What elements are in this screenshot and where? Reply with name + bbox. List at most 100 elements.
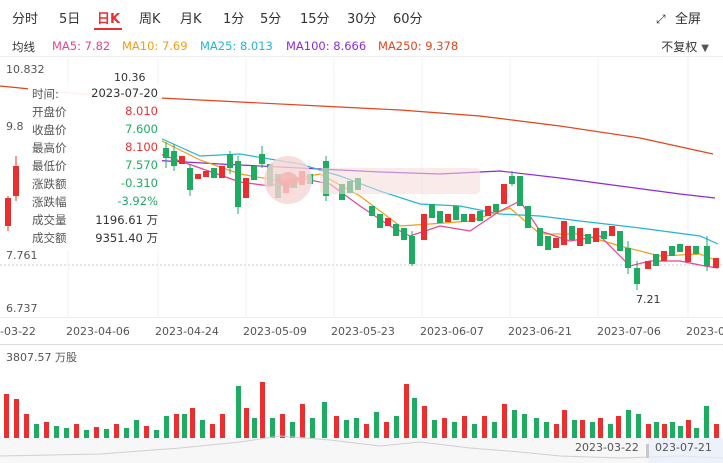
volume-bar xyxy=(482,416,487,438)
tooltip-value: 8.010 xyxy=(125,104,158,118)
candle xyxy=(355,178,361,190)
tooltip-value: -3.92% xyxy=(117,194,158,208)
navigator-selection[interactable] xyxy=(648,438,723,463)
ma25-line xyxy=(159,137,719,245)
volume-bar xyxy=(104,429,109,438)
tooltip-value: 8.100 xyxy=(125,140,158,154)
candle xyxy=(267,164,273,186)
volume-bar xyxy=(580,420,585,438)
volume-bar xyxy=(84,430,89,438)
volume-bar xyxy=(404,384,409,438)
tooltip-row-volume: 成交量 1196.61 万 xyxy=(32,212,158,230)
tab-1min[interactable]: 1分 xyxy=(223,12,245,27)
volume-bar xyxy=(124,428,129,438)
volume-bar xyxy=(616,416,621,438)
volume-bar xyxy=(714,424,719,438)
volume-bar xyxy=(432,420,437,438)
candle xyxy=(13,166,19,196)
price-low-label: 6.737 xyxy=(6,302,38,315)
volume-bars xyxy=(4,382,719,438)
candle xyxy=(393,224,399,236)
tab-60min[interactable]: 60分 xyxy=(393,12,423,27)
tab-monthly-k[interactable]: 月K xyxy=(180,12,202,27)
volume-bar xyxy=(534,418,539,438)
candle xyxy=(409,236,415,264)
volume-bar xyxy=(662,424,667,438)
volume-bar xyxy=(54,426,59,438)
ma10-line xyxy=(159,139,719,262)
candle xyxy=(179,156,185,164)
tab-5day[interactable]: 5日 xyxy=(59,12,81,27)
candle xyxy=(477,211,483,221)
ma-title[interactable]: 均线 xyxy=(12,40,35,54)
candle xyxy=(601,231,607,239)
volume-bar xyxy=(374,412,379,438)
volume-bar xyxy=(512,410,517,438)
volume-bar xyxy=(704,406,709,438)
date-label: 2023-06-07 xyxy=(420,325,484,338)
volume-bar xyxy=(384,422,389,438)
ma100-line xyxy=(149,159,716,199)
candle xyxy=(369,206,375,216)
volume-bar xyxy=(544,422,549,438)
volume-bar xyxy=(174,414,179,438)
date-label: -03-22 xyxy=(0,325,36,338)
candle xyxy=(211,168,217,178)
volume-bar xyxy=(472,424,477,438)
candle xyxy=(385,218,391,226)
volume-bar xyxy=(244,408,249,438)
candle xyxy=(421,214,427,240)
volume-bar xyxy=(4,394,9,438)
candle-tooltip: 时间: 2023-07-20 开盘价 8.010 收盘价 7.600 最高价 8… xyxy=(28,84,162,250)
candle xyxy=(401,228,407,240)
navigator-strip[interactable] xyxy=(0,438,723,463)
candle xyxy=(469,214,475,222)
tab-30min[interactable]: 30分 xyxy=(347,12,377,27)
tooltip-key: 最高价 xyxy=(32,141,67,155)
volume-bar xyxy=(190,408,195,438)
volume-bar xyxy=(270,418,275,438)
volume-bar xyxy=(64,428,69,438)
candle xyxy=(704,246,710,266)
price-ref-label: 7.761 xyxy=(6,249,38,262)
tooltip-row-change-pct: 涨跌幅 -3.92% xyxy=(32,194,158,212)
candle xyxy=(323,161,329,196)
fullscreen-button[interactable]: ⤢ 全屏 xyxy=(656,8,701,27)
tooltip-key: 最低价 xyxy=(32,159,67,173)
candle xyxy=(259,154,265,164)
tab-weekly-k[interactable]: 周K xyxy=(139,12,161,27)
volume-bar xyxy=(310,418,315,438)
volume-bar xyxy=(636,414,641,438)
volume-bar xyxy=(134,420,139,438)
tab-daily-k[interactable]: 日K xyxy=(97,12,121,27)
fullscreen-label: 全屏 xyxy=(674,12,701,27)
tooltip-key: 成交额 xyxy=(32,231,67,245)
volume-bar xyxy=(590,422,595,438)
candle xyxy=(5,198,11,226)
adjust-label: 不复权 xyxy=(661,40,698,54)
candle xyxy=(493,204,499,212)
volume-chart[interactable] xyxy=(0,344,723,463)
navigator-start-date: 2023-03-22 xyxy=(575,441,639,454)
candle xyxy=(609,226,615,236)
candle xyxy=(669,246,675,256)
adjust-dropdown[interactable]: 不复权 ▼ xyxy=(661,38,709,55)
volume-bar xyxy=(114,424,119,438)
navigator-handle-left[interactable] xyxy=(646,444,649,458)
candle xyxy=(195,174,201,179)
candle xyxy=(219,166,225,178)
volume-bar xyxy=(322,402,327,438)
volume-bar xyxy=(210,424,215,438)
tab-5min[interactable]: 5分 xyxy=(260,12,282,27)
date-label: 2023-04-06 xyxy=(66,325,130,338)
tooltip-key: 成交量 xyxy=(32,213,67,227)
candle xyxy=(569,226,575,240)
volume-bar xyxy=(694,428,699,438)
tab-fenshi[interactable]: 分时 xyxy=(12,12,39,27)
tab-15min[interactable]: 15分 xyxy=(300,12,330,27)
tooltip-row-amount: 成交额 9351.40 万 xyxy=(32,230,158,248)
volume-bar xyxy=(598,418,603,438)
candle xyxy=(437,211,443,223)
candle xyxy=(693,246,699,254)
volume-bar xyxy=(252,418,257,438)
